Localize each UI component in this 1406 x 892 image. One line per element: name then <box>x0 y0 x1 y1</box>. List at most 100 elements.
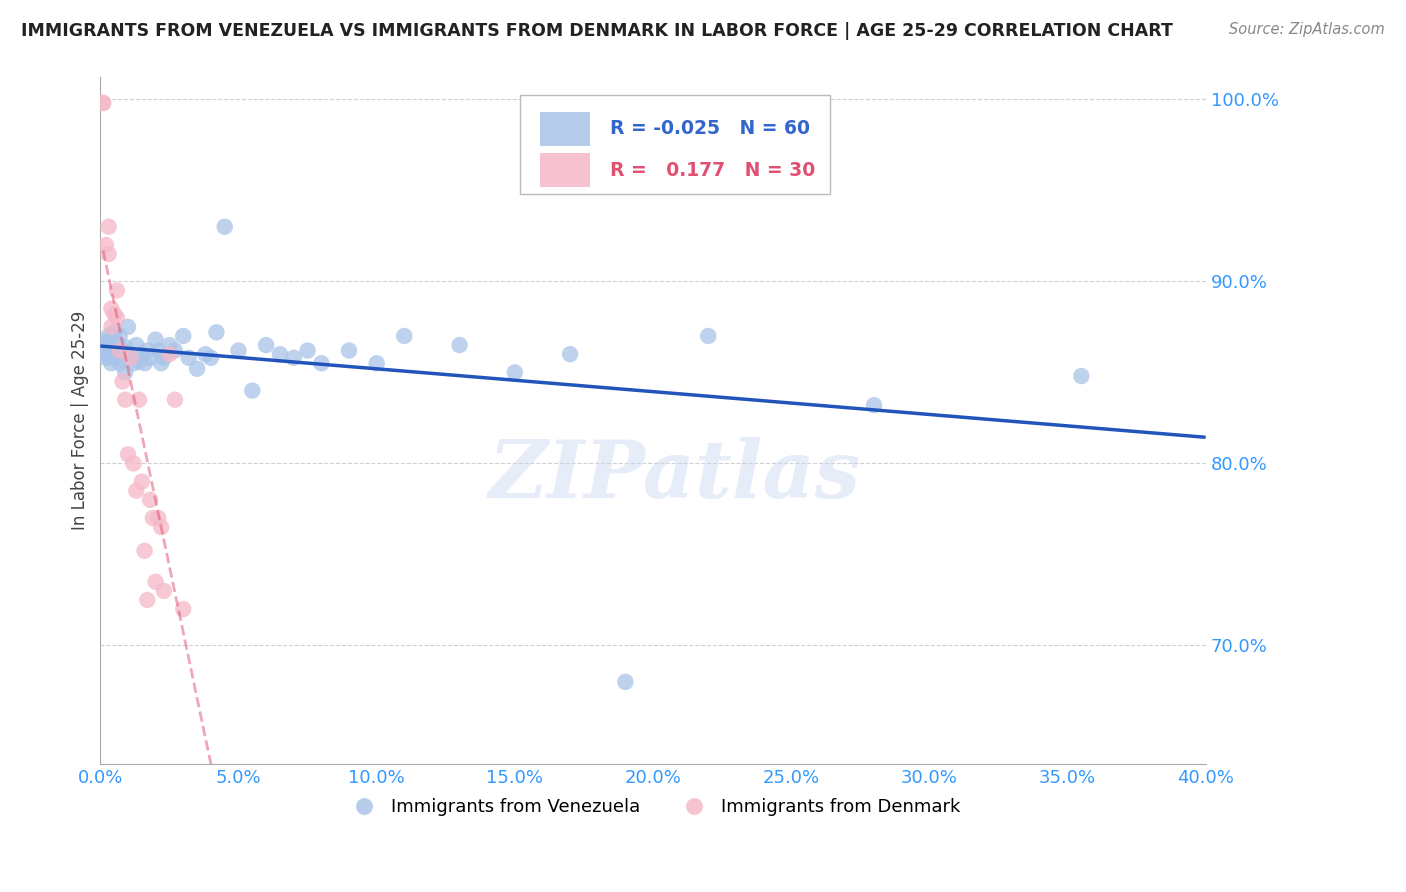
Point <box>145 333 167 347</box>
Point <box>240 384 263 398</box>
Text: R = -0.025   N = 60: R = -0.025 N = 60 <box>610 120 810 138</box>
Point <box>97 247 120 261</box>
Point <box>94 351 117 365</box>
Point <box>117 347 139 361</box>
Point <box>366 356 388 370</box>
Point <box>108 343 131 358</box>
FancyBboxPatch shape <box>540 112 591 146</box>
Point <box>97 219 120 234</box>
Point <box>159 338 181 352</box>
Point <box>120 351 142 365</box>
Point <box>105 336 128 351</box>
Point <box>194 347 217 361</box>
Point <box>122 356 145 370</box>
Point <box>863 398 886 412</box>
Point <box>172 602 194 616</box>
Point <box>148 343 170 358</box>
Point <box>128 392 150 407</box>
Point <box>131 475 153 489</box>
Point <box>139 351 162 365</box>
Point <box>120 351 142 365</box>
Point <box>145 574 167 589</box>
Point <box>111 351 134 365</box>
Point <box>117 447 139 461</box>
Point <box>254 338 277 352</box>
Point <box>153 351 176 365</box>
Point <box>122 457 145 471</box>
Point <box>134 543 156 558</box>
Point <box>125 483 148 498</box>
Point <box>150 356 173 370</box>
Point <box>103 347 125 361</box>
Y-axis label: In Labor Force | Age 25-29: In Labor Force | Age 25-29 <box>72 311 89 530</box>
Point <box>1070 369 1092 384</box>
Point <box>105 310 128 325</box>
Point <box>177 351 200 365</box>
Point <box>134 356 156 370</box>
Point <box>91 95 114 110</box>
Point <box>205 326 228 340</box>
Point <box>228 343 250 358</box>
Point <box>111 375 134 389</box>
Point <box>163 343 186 358</box>
Point <box>105 284 128 298</box>
Point <box>103 351 125 365</box>
FancyBboxPatch shape <box>540 153 591 187</box>
Point <box>163 392 186 407</box>
Point <box>125 338 148 352</box>
Text: IMMIGRANTS FROM VENEZUELA VS IMMIGRANTS FROM DENMARK IN LABOR FORCE | AGE 25-29 : IMMIGRANTS FROM VENEZUELA VS IMMIGRANTS … <box>21 22 1173 40</box>
FancyBboxPatch shape <box>520 95 830 194</box>
Point <box>117 319 139 334</box>
Point <box>103 326 125 340</box>
Point <box>449 338 471 352</box>
Point <box>97 329 120 343</box>
Point <box>131 347 153 361</box>
Point <box>100 356 122 370</box>
Point <box>394 329 416 343</box>
Point <box>283 351 305 365</box>
Text: Source: ZipAtlas.com: Source: ZipAtlas.com <box>1229 22 1385 37</box>
Point <box>100 319 122 334</box>
Point <box>139 492 162 507</box>
Point <box>297 343 319 358</box>
Point <box>94 338 117 352</box>
Point <box>503 365 526 379</box>
Point <box>114 392 136 407</box>
Point <box>136 343 159 358</box>
Point <box>186 361 208 376</box>
Point <box>159 347 181 361</box>
Point <box>200 351 222 365</box>
Point <box>142 511 165 525</box>
Point <box>103 307 125 321</box>
Point <box>136 593 159 607</box>
Point <box>697 329 720 343</box>
Point <box>114 365 136 379</box>
Point <box>91 343 114 358</box>
Point <box>108 329 131 343</box>
Point <box>128 354 150 368</box>
Point <box>311 356 333 370</box>
Point <box>337 343 360 358</box>
Point <box>111 343 134 358</box>
Text: ZIPatlas: ZIPatlas <box>489 437 860 515</box>
Point <box>172 329 194 343</box>
Legend: Immigrants from Venezuela, Immigrants from Denmark: Immigrants from Venezuela, Immigrants fr… <box>339 791 967 823</box>
Point <box>148 511 170 525</box>
Point <box>97 333 120 347</box>
Point <box>114 340 136 354</box>
Point <box>214 219 236 234</box>
Point <box>108 356 131 370</box>
Point <box>153 583 176 598</box>
Point <box>105 347 128 361</box>
Point <box>94 238 117 252</box>
Text: R =   0.177   N = 30: R = 0.177 N = 30 <box>610 161 815 179</box>
Point <box>150 520 173 534</box>
Point <box>91 95 114 110</box>
Point <box>100 338 122 352</box>
Point <box>614 674 637 689</box>
Point <box>91 347 114 361</box>
Point <box>97 343 120 358</box>
Point <box>269 347 291 361</box>
Point <box>558 347 581 361</box>
Point <box>100 301 122 316</box>
